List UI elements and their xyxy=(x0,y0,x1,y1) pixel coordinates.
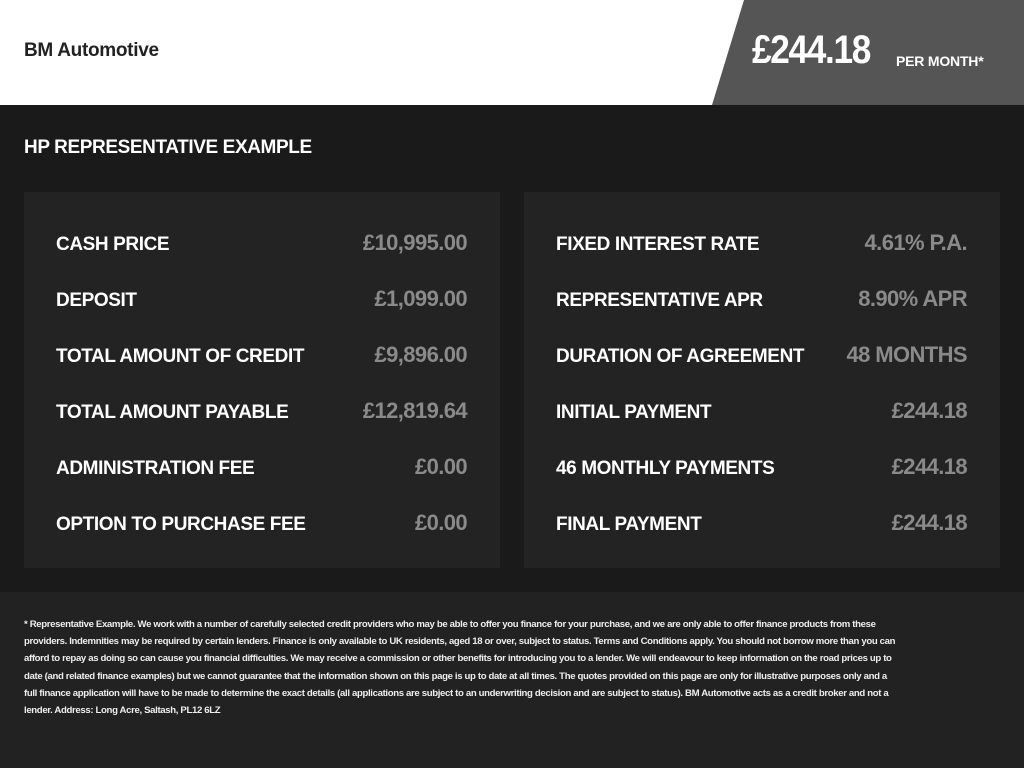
finance-value: £244.18 xyxy=(891,454,968,479)
finance-label: ADMINISTRATION FEE xyxy=(56,458,255,479)
disclaimer-line: full finance application will have to be… xyxy=(24,687,889,699)
finance-panel-right: FIXED INTEREST RATE 4.61% P.A. REPRESENTAT… xyxy=(524,192,1000,568)
finance-value: £244.18 xyxy=(891,398,968,423)
finance-row: DURATION OF AGREEMENT 48 MONTHS xyxy=(556,340,968,370)
finance-row: TOTAL AMOUNT PAYABLE £12,819.64 xyxy=(56,396,468,426)
per-month-label: PER MONTH* xyxy=(896,53,984,69)
finance-value: £9,896.00 xyxy=(374,342,468,367)
finance-label: FINAL PAYMENT xyxy=(556,514,702,535)
disclaimer-line: date (and related finance examples) but … xyxy=(24,670,887,682)
finance-label: OPTION TO PURCHASE FEE xyxy=(56,514,306,535)
finance-value: 48 MONTHS xyxy=(846,342,967,367)
disclaimer-line: providers. Indemnities may be required b… xyxy=(24,636,896,648)
finance-value: £0.00 xyxy=(414,454,468,479)
finance-label: TOTAL AMOUNT PAYABLE xyxy=(56,402,289,423)
finance-row: FIXED INTEREST RATE 4.61% P.A. xyxy=(556,228,968,258)
finance-value: £12,819.64 xyxy=(362,398,468,423)
finance-row: CASH PRICE £10,995.00 xyxy=(56,228,468,258)
finance-label: FIXED INTEREST RATE xyxy=(556,234,760,255)
finance-label: DURATION OF AGREEMENT xyxy=(556,346,805,367)
disclaimer-line: afford to repay as doing so can cause yo… xyxy=(24,653,892,665)
disclaimer-text: * Representative Example. We work with a… xyxy=(24,616,895,719)
finance-row: TOTAL AMOUNT OF CREDIT £9,896.00 xyxy=(56,340,468,370)
finance-row: ADMINISTRATION FEE £0.00 xyxy=(56,452,468,482)
dealer-name: BM Automotive xyxy=(24,40,159,61)
finance-row: INITIAL PAYMENT £244.18 xyxy=(556,396,968,426)
monthly-price-box xyxy=(712,0,1024,105)
finance-label: INITIAL PAYMENT xyxy=(556,402,712,423)
monthly-price: £244.18 xyxy=(752,28,871,72)
finance-value: £10,995.00 xyxy=(362,230,468,255)
disclaimer-line: * Representative Example. We work with a… xyxy=(24,619,876,630)
finance-label: DEPOSIT xyxy=(56,290,137,311)
finance-value: £1,099.00 xyxy=(374,286,468,311)
finance-value: £244.18 xyxy=(891,510,968,535)
finance-label: TOTAL AMOUNT OF CREDIT xyxy=(56,346,305,367)
finance-value: £0.00 xyxy=(414,510,468,535)
finance-row: DEPOSIT £1,099.00 xyxy=(56,284,468,314)
finance-panel-left: CASH PRICE £10,995.00 DEPOSIT £1,099.00 TOTA… xyxy=(24,192,500,568)
finance-label: CASH PRICE xyxy=(56,234,170,255)
finance-row: FINAL PAYMENT £244.18 xyxy=(556,508,968,538)
finance-value: 4.61% P.A. xyxy=(864,230,968,255)
disclaimer-footer: * Representative Example. We work with a… xyxy=(0,592,1024,768)
finance-row: REPRESENTATIVE APR 8.90% APR xyxy=(556,284,968,314)
finance-row: OPTION TO PURCHASE FEE £0.00 xyxy=(56,508,468,538)
finance-row: 46 MONTHLY PAYMENTS £244.18 xyxy=(556,452,968,482)
finance-label: REPRESENTATIVE APR xyxy=(556,290,763,311)
finance-value: 8.90% APR xyxy=(858,286,967,311)
disclaimer-line: lender. Address: Long Acre, Saltash, PL1… xyxy=(24,705,221,717)
finance-label: 46 MONTHLY PAYMENTS xyxy=(556,458,775,479)
section-title: HP REPRESENTATIVE EXAMPLE xyxy=(24,137,312,158)
